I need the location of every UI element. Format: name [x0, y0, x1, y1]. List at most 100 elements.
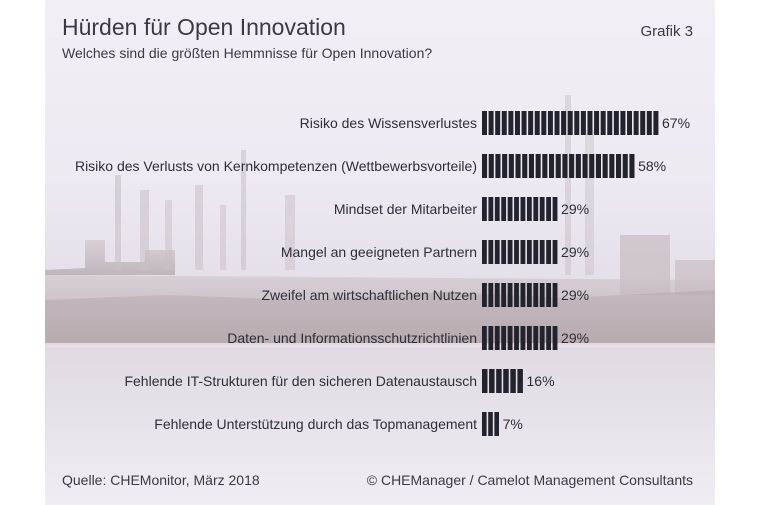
bar-segment — [507, 326, 513, 350]
bar-segment — [646, 111, 652, 135]
bar-segment — [503, 369, 509, 393]
bar-segment — [533, 240, 539, 264]
value-label: 67% — [662, 115, 690, 131]
bar-segment — [533, 197, 539, 221]
bar-segment — [653, 111, 659, 135]
category-label: Zweifel am wirtschaftlichen Nutzen — [261, 287, 477, 303]
value-label: 7% — [503, 416, 523, 432]
category-label: Daten- und Informationsschutzrichtlinien — [227, 330, 477, 346]
bar-segment — [546, 283, 552, 307]
bar-segment — [501, 240, 507, 264]
bar-segment — [547, 111, 553, 135]
bar-segment — [533, 326, 539, 350]
category-label: Fehlende Unterstützung durch das Topmana… — [154, 416, 477, 432]
bar — [482, 197, 558, 221]
bar-segment — [622, 154, 628, 178]
bar-segment — [507, 283, 513, 307]
bar-segment — [580, 111, 586, 135]
bar-segment — [526, 197, 532, 221]
bar-segment — [501, 111, 507, 135]
bar-segment — [489, 369, 495, 393]
bar — [482, 369, 523, 393]
bar-segment — [502, 154, 508, 178]
bar-segment — [528, 154, 534, 178]
bar-segment — [494, 240, 500, 264]
bar-segment — [552, 240, 558, 264]
bar-segment — [488, 240, 494, 264]
bar-segment — [482, 283, 487, 307]
bar-segment — [574, 111, 580, 135]
bar-segment — [629, 154, 635, 178]
bar-segment — [627, 111, 633, 135]
bar-segment — [582, 154, 588, 178]
bar-segment — [526, 283, 532, 307]
bar-segment — [562, 154, 568, 178]
category-label: Mangel an geeigneten Partnern — [281, 244, 477, 260]
bar-segment — [526, 240, 532, 264]
bar-segment — [494, 283, 500, 307]
bar-segment — [488, 326, 494, 350]
bar-segment — [482, 369, 488, 393]
background-veil — [45, 0, 715, 505]
bar-segment — [526, 326, 532, 350]
bar-segment — [533, 283, 539, 307]
category-label: Mindset der Mitarbeiter — [334, 201, 478, 217]
bar-segment — [602, 154, 608, 178]
value-label: 58% — [638, 158, 666, 174]
source-note: Quelle: CHEMonitor, März 2018 — [62, 472, 260, 488]
bar-segment — [482, 154, 488, 178]
bar-segment — [552, 283, 558, 307]
value-label: 29% — [561, 287, 589, 303]
chart-subtitle: Welches sind die größten Hemmnisse für O… — [62, 45, 433, 61]
bar-segment — [501, 283, 507, 307]
bar-segment — [546, 197, 552, 221]
bar-segment — [508, 111, 514, 135]
bar-segment — [494, 326, 500, 350]
bar-segment — [495, 111, 501, 135]
bar-segment — [507, 197, 513, 221]
bar-segment — [501, 326, 507, 350]
bar — [482, 240, 558, 264]
bar-segment — [609, 154, 615, 178]
bar-segment — [482, 111, 487, 135]
bar-segment — [620, 111, 626, 135]
bar — [482, 154, 635, 178]
bar-segment — [517, 369, 523, 393]
bar-segment — [587, 111, 593, 135]
chart-title: Hürden für Open Innovation — [62, 14, 346, 40]
bar-segment — [613, 111, 619, 135]
bar-segment — [515, 154, 521, 178]
bar-segment — [534, 111, 540, 135]
bar-segment — [514, 283, 519, 307]
bar-segment — [561, 111, 567, 135]
bar — [482, 111, 659, 135]
bar — [482, 283, 558, 307]
bar-segment — [589, 154, 595, 178]
bar — [482, 412, 499, 436]
bar-segment — [546, 240, 552, 264]
bar-segment — [520, 240, 526, 264]
infographic-card: Hürden für Open Innovation Welches sind … — [45, 0, 715, 505]
bar-segment — [514, 240, 519, 264]
figure-badge: Grafik 3 — [640, 23, 693, 40]
bar-segment — [522, 154, 528, 178]
bar-segment — [569, 154, 575, 178]
value-label: 29% — [561, 244, 589, 260]
bar-segment — [594, 111, 600, 135]
bar-segment — [507, 240, 513, 264]
bar-segment — [539, 283, 545, 307]
bar-segment — [546, 326, 552, 350]
bar-segment — [514, 326, 519, 350]
bar-segment — [539, 240, 545, 264]
bar-segment — [615, 154, 622, 178]
bar — [482, 326, 558, 350]
bar-segment — [640, 111, 646, 135]
bar-segment — [595, 154, 601, 178]
bar-segment — [520, 197, 526, 221]
bar-segment — [482, 326, 487, 350]
bar-segment — [575, 154, 581, 178]
bar-segment — [521, 111, 527, 135]
bar-segment — [552, 326, 558, 350]
bar-segment — [488, 154, 494, 178]
category-label: Fehlende IT-Strukturen für den sicheren … — [124, 373, 477, 389]
